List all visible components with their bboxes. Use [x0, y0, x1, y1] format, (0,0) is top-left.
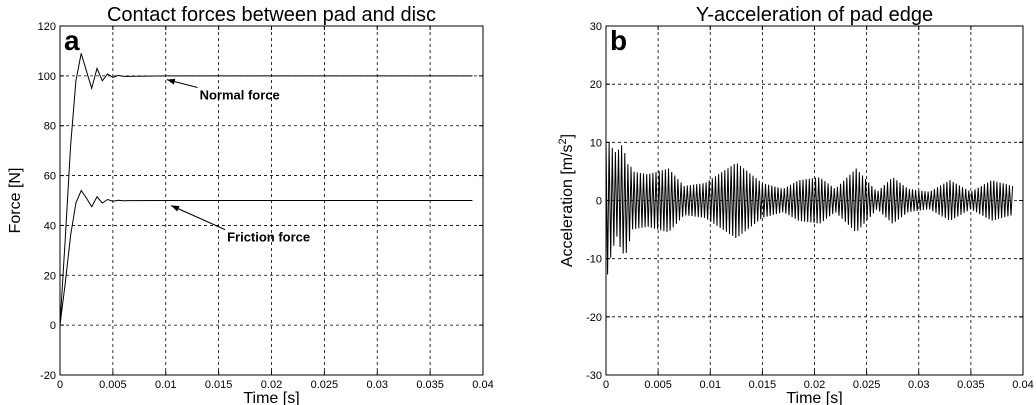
ticks-a: 0 0.005 0.01 0.015 0.02 0.025 0.03 0.035 0.04 -20… — [38, 21, 494, 391]
y-tick-label: -30 — [586, 370, 602, 382]
y-tick-label: 60 — [44, 171, 56, 183]
panel-b: 0 0.005 0.01 0.015 0.02 0.025 0.03 0.035 0.04 -30… — [557, 4, 1034, 405]
chart-title-b: Y-acceleration of pad edge — [696, 4, 933, 26]
x-tick-label: 0.035 — [957, 379, 985, 391]
x-tick-label: 0.02 — [261, 379, 282, 391]
x-tick-label: 0.035 — [416, 379, 444, 391]
x-axis-label-b: Time [s] — [786, 390, 842, 405]
x-tick-label: 0 — [57, 379, 63, 391]
y-tick-label: 0 — [596, 196, 602, 208]
x-tick-label: 0.04 — [1012, 379, 1033, 391]
y-axis-label-b-main: Acceleration [m/s — [559, 144, 576, 267]
y-tick-label: 120 — [38, 21, 56, 33]
x-tick-label: 0.025 — [853, 379, 881, 391]
annotation-arrowhead — [171, 205, 180, 212]
y-tick-label: -20 — [586, 312, 602, 324]
y-tick-label: -20 — [40, 370, 56, 382]
panel-letter-b: b — [610, 25, 627, 56]
y-axis-label-a: Force [N] — [7, 168, 24, 234]
annotation-label: Friction force — [227, 230, 310, 245]
x-tick-label: 0.01 — [700, 379, 721, 391]
y-tick-label: 80 — [44, 121, 56, 133]
chart-title-a: Contact forces between pad and disc — [107, 4, 436, 26]
x-tick-label: 0.04 — [472, 379, 493, 391]
y-tick-label: -10 — [586, 254, 602, 266]
y-tick-label: 40 — [44, 220, 56, 232]
series-b — [605, 139, 1014, 275]
x-tick-label: 0.005 — [99, 379, 127, 391]
x-tick-label: 0.03 — [908, 379, 929, 391]
ticks-b: 0 0.005 0.01 0.015 0.02 0.025 0.03 0.035 0.04 -30… — [586, 21, 1034, 391]
annotation-label: Normal force — [200, 88, 280, 103]
x-tick-label: 0.01 — [155, 379, 176, 391]
series-a — [59, 53, 473, 326]
x-tick-label: 0.025 — [311, 379, 339, 391]
acceleration-line — [605, 139, 1014, 275]
y-tick-label: 20 — [44, 270, 56, 282]
annotation-arrowhead — [166, 78, 176, 85]
y-axis-label-b-end: ] — [559, 134, 576, 138]
x-tick-label: 0.015 — [205, 379, 233, 391]
panel-letter-a: a — [64, 25, 80, 56]
normal-force-line — [59, 53, 473, 326]
y-tick-label: 20 — [590, 79, 602, 91]
annotations-a: Normal force Friction force — [166, 78, 310, 245]
y-axis-label-b: Acceleration [m/s2] — [557, 134, 576, 267]
y-tick-label: 0 — [50, 320, 56, 332]
friction-force-line — [59, 189, 473, 326]
x-axis-label-a: Time [s] — [243, 390, 299, 405]
y-tick-label: 100 — [38, 71, 56, 83]
panel-a: 0 0.005 0.01 0.015 0.02 0.025 0.03 0.035 0.04 -20… — [7, 4, 494, 405]
x-tick-label: 0.015 — [749, 379, 777, 391]
x-tick-label: 0.02 — [804, 379, 825, 391]
x-tick-label: 0 — [603, 379, 609, 391]
x-tick-label: 0.03 — [367, 379, 388, 391]
y-tick-label: 10 — [590, 137, 602, 149]
y-tick-label: 30 — [590, 21, 602, 33]
y-axis-label-b-sup: 2 — [557, 138, 569, 144]
x-tick-label: 0.005 — [644, 379, 672, 391]
annotation-arrow-line — [170, 205, 226, 231]
